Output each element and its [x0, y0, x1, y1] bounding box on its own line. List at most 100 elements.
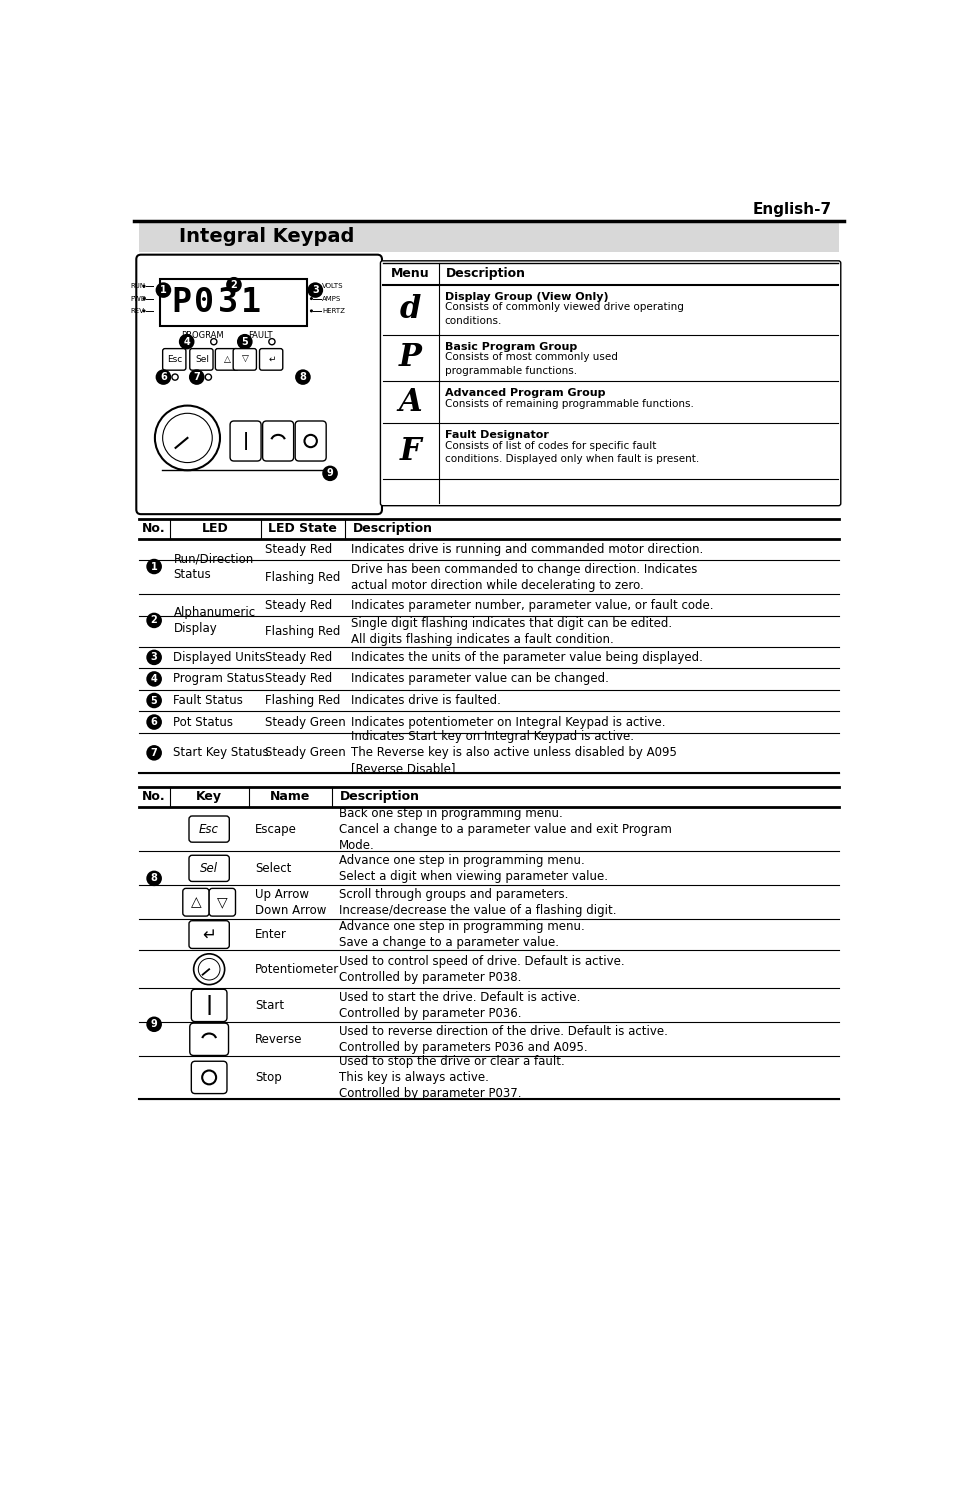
Text: 8: 8: [299, 372, 306, 382]
Circle shape: [147, 650, 161, 665]
Text: Back one step in programming menu.
Cancel a change to a parameter value and exit: Back one step in programming menu. Cance…: [338, 806, 671, 852]
Text: 6: 6: [151, 717, 157, 727]
Circle shape: [156, 370, 171, 384]
Text: Indicates potentiometer on Integral Keypad is active.: Indicates potentiometer on Integral Keyp…: [351, 715, 665, 729]
Text: d: d: [399, 294, 421, 326]
Text: Consists of most commonly used
programmable functions.: Consists of most commonly used programma…: [444, 352, 617, 376]
Text: P: P: [398, 342, 421, 373]
Text: AMPS: AMPS: [322, 296, 341, 302]
Text: Fault Designator: Fault Designator: [444, 430, 548, 440]
Text: Select: Select: [254, 862, 291, 874]
Circle shape: [147, 715, 161, 729]
Circle shape: [304, 434, 316, 448]
FancyBboxPatch shape: [183, 888, 209, 916]
Circle shape: [142, 297, 146, 300]
Text: LED: LED: [202, 522, 229, 535]
Circle shape: [198, 959, 220, 980]
Text: FAULT: FAULT: [248, 332, 273, 341]
Bar: [159, 278, 307, 326]
Circle shape: [179, 335, 193, 348]
Text: FWD: FWD: [130, 296, 146, 302]
Text: Consists of remaining programmable functions.: Consists of remaining programmable funct…: [444, 399, 693, 409]
Text: A: A: [398, 387, 422, 418]
Text: Description: Description: [340, 790, 419, 803]
Text: Steady Red: Steady Red: [265, 599, 332, 611]
FancyBboxPatch shape: [189, 920, 229, 949]
Circle shape: [237, 335, 252, 348]
Text: Start: Start: [254, 999, 284, 1013]
FancyBboxPatch shape: [259, 348, 282, 370]
Bar: [138, 220, 839, 251]
FancyBboxPatch shape: [230, 421, 261, 461]
Text: PROGRAM: PROGRAM: [181, 332, 223, 341]
Text: HERTZ: HERTZ: [322, 308, 345, 314]
Text: Advance one step in programming menu.
Save a change to a parameter value.: Advance one step in programming menu. Sa…: [338, 920, 583, 949]
Circle shape: [310, 297, 313, 300]
Circle shape: [147, 614, 161, 628]
Text: Program Status: Program Status: [173, 672, 265, 686]
Text: 7: 7: [151, 748, 157, 758]
FancyBboxPatch shape: [189, 855, 229, 882]
Text: 5: 5: [151, 696, 157, 705]
FancyBboxPatch shape: [209, 888, 235, 916]
FancyBboxPatch shape: [162, 348, 186, 370]
Circle shape: [310, 284, 313, 288]
Text: 8: 8: [151, 873, 157, 883]
Text: Used to control speed of drive. Default is active.
Controlled by parameter P038.: Used to control speed of drive. Default …: [338, 955, 623, 984]
Text: Advance one step in programming menu.
Select a digit when viewing parameter valu: Advance one step in programming menu. Se…: [338, 854, 607, 883]
Circle shape: [202, 1071, 216, 1084]
Circle shape: [205, 375, 212, 381]
Circle shape: [142, 284, 146, 288]
Text: Sel: Sel: [195, 355, 209, 364]
Text: 4: 4: [183, 336, 190, 346]
Text: 1: 1: [151, 562, 157, 571]
Text: Advanced Program Group: Advanced Program Group: [444, 388, 604, 399]
Text: Up Arrow
Down Arrow: Up Arrow Down Arrow: [254, 888, 326, 917]
Text: Basic Program Group: Basic Program Group: [444, 342, 577, 352]
Text: Alphanumeric
Display: Alphanumeric Display: [173, 605, 255, 635]
Text: 1: 1: [160, 286, 167, 294]
Text: Enter: Enter: [254, 928, 287, 941]
Text: Used to start the drive. Default is active.
Controlled by parameter P036.: Used to start the drive. Default is acti…: [338, 990, 579, 1020]
Text: 3: 3: [217, 286, 237, 318]
Text: 0: 0: [194, 286, 214, 318]
Text: Drive has been commanded to change direction. Indicates
actual motor direction w: Drive has been commanded to change direc…: [351, 562, 697, 592]
Circle shape: [147, 871, 161, 885]
Text: Description: Description: [353, 522, 432, 535]
Text: ↵: ↵: [268, 355, 275, 364]
Circle shape: [227, 278, 241, 291]
Text: Single digit flashing indicates that digit can be edited.
All digits flashing in: Single digit flashing indicates that dig…: [351, 617, 672, 645]
Text: △: △: [224, 355, 231, 364]
Text: Indicates Start key on Integral Keypad is active.
The Reverse key is also active: Indicates Start key on Integral Keypad i…: [351, 730, 676, 775]
Text: Description: Description: [446, 268, 526, 281]
Text: Esc: Esc: [167, 355, 182, 364]
Text: Run/Direction
Status: Run/Direction Status: [173, 552, 253, 581]
Circle shape: [147, 1017, 161, 1030]
Text: Used to stop the drive or clear a fault.
This key is always active.
Controlled b: Used to stop the drive or clear a fault.…: [338, 1054, 564, 1100]
Text: Potentiometer: Potentiometer: [254, 962, 338, 975]
Text: Indicates drive is running and commanded motor direction.: Indicates drive is running and commanded…: [351, 543, 702, 556]
Text: |: |: [206, 995, 213, 1016]
Text: 5: 5: [241, 336, 248, 346]
Text: Menu: Menu: [391, 268, 430, 281]
Text: Scroll through groups and parameters.
Increase/decrease the value of a flashing : Scroll through groups and parameters. In…: [338, 888, 616, 917]
Text: P: P: [171, 286, 192, 318]
Text: No.: No.: [142, 522, 166, 535]
Text: ↵: ↵: [202, 925, 216, 944]
FancyBboxPatch shape: [136, 254, 381, 515]
FancyBboxPatch shape: [233, 348, 256, 370]
FancyBboxPatch shape: [190, 1023, 229, 1056]
Text: ▽: ▽: [242, 355, 249, 364]
Circle shape: [154, 406, 220, 470]
FancyBboxPatch shape: [190, 348, 213, 370]
Text: Flashing Red: Flashing Red: [265, 571, 340, 584]
Text: 1: 1: [241, 286, 261, 318]
Circle shape: [147, 693, 161, 708]
Circle shape: [162, 413, 212, 462]
Circle shape: [190, 370, 204, 384]
Text: Steady Red: Steady Red: [265, 543, 332, 556]
FancyBboxPatch shape: [189, 816, 229, 842]
Text: Stop: Stop: [254, 1071, 281, 1084]
Text: 9: 9: [151, 1019, 157, 1029]
Text: Used to reverse direction of the drive. Default is active.
Controlled by paramet: Used to reverse direction of the drive. …: [338, 1025, 667, 1054]
